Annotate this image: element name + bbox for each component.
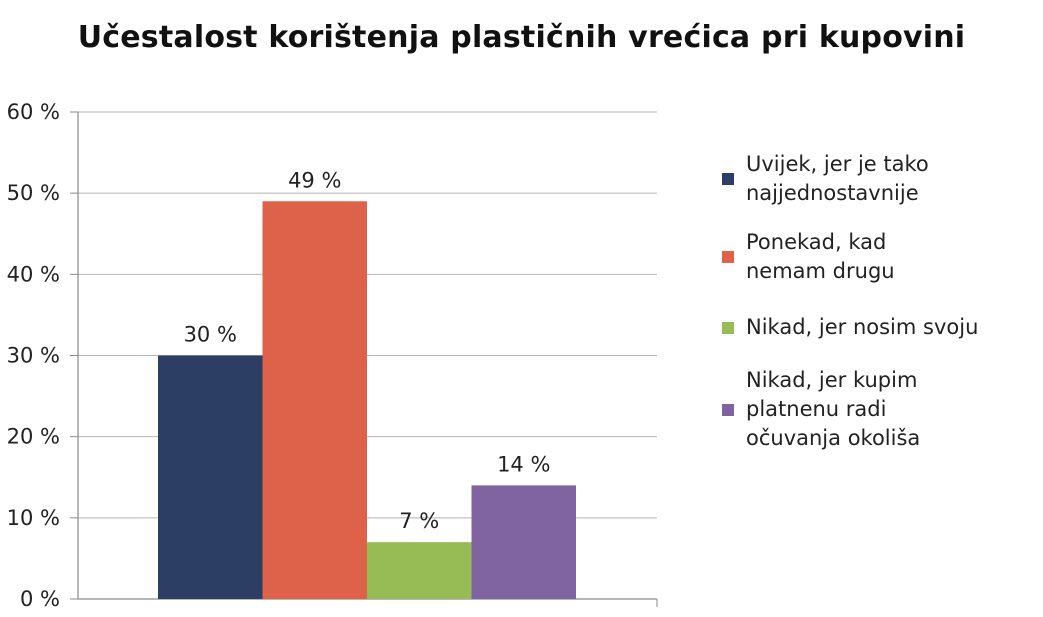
legend-item-2: Ponekad, kad nemam drugu xyxy=(722,228,895,286)
data-label-3: 7 % xyxy=(399,509,439,533)
legend-swatch-4 xyxy=(722,403,734,416)
bar-1 xyxy=(158,355,263,599)
legend-label-2: Ponekad, kad nemam drugu xyxy=(746,230,895,283)
legend-label-4: Nikad, jer kupim platnenu radi očuvanja … xyxy=(746,368,921,450)
bar-3 xyxy=(367,542,472,599)
y-tick-label-30: 30 % xyxy=(7,344,60,368)
legend-item-1: Uvijek, jer je tako najjednostavnije xyxy=(722,150,929,208)
legend-swatch-3 xyxy=(722,321,734,334)
data-label-4: 14 % xyxy=(497,452,550,476)
bars xyxy=(158,201,576,600)
bar-2 xyxy=(262,201,367,600)
data-label-1: 30 % xyxy=(184,323,237,347)
legend-label-3: Nikad, jer nosim svoju xyxy=(746,315,979,339)
legend-swatch-2 xyxy=(722,251,734,263)
y-tick-label-50: 50 % xyxy=(7,181,60,205)
data-labels: 30 % 49 % 7 % 14 % xyxy=(184,168,551,533)
legend-label-1: Uvijek, jer je tako najjednostavnije xyxy=(746,152,929,205)
legend-swatch-1 xyxy=(722,173,734,185)
y-tick-label-0: 0 % xyxy=(20,587,60,611)
y-axis-ticks: 0 % 10 % 20 % 30 % 40 % 50 % 60 % xyxy=(7,100,78,611)
legend-item-4: Nikad, jer kupim platnenu radi očuvanja … xyxy=(722,366,920,453)
y-tick-label-40: 40 % xyxy=(7,262,60,286)
data-label-2: 49 % xyxy=(288,168,341,192)
y-tick-label-60: 60 % xyxy=(7,100,60,124)
y-tick-label-20: 20 % xyxy=(7,425,60,449)
bar-4 xyxy=(471,485,576,599)
chart-title: Učestalost korištenja plastičnih vrećica… xyxy=(77,20,966,55)
legend-item-3: Nikad, jer nosim svoju xyxy=(722,313,978,342)
y-tick-label-10: 10 % xyxy=(7,506,60,530)
